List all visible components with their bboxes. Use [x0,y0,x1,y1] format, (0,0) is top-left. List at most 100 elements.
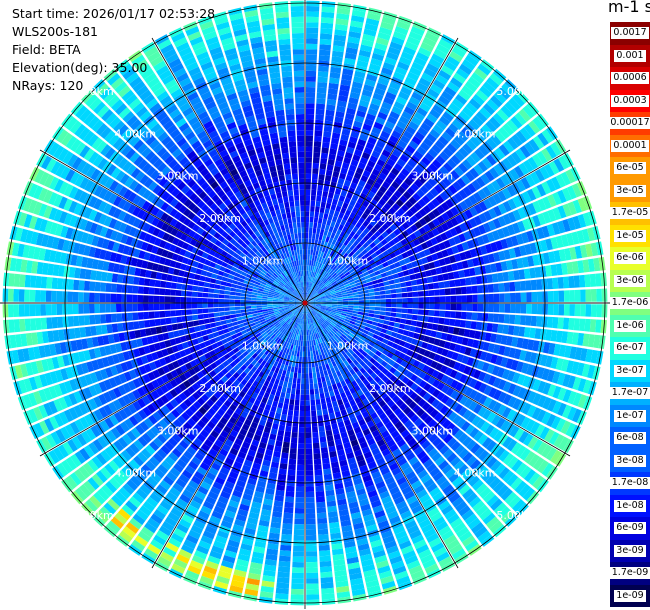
range-gate-cell [314,327,319,334]
range-gate-cell [299,356,302,363]
range-gate-cell [171,408,181,419]
range-gate-cell [146,336,154,345]
range-gate-cell [539,426,550,440]
range-gate-cell [316,404,322,411]
range-gate-cell [334,482,344,490]
range-gate-cell [520,303,527,314]
range-gate-cell [260,359,267,367]
range-gate-cell [582,212,592,227]
range-gate-cell [496,228,506,239]
range-gate-cell [539,166,550,180]
range-gate-cell [323,414,330,421]
range-gate-cell [126,430,137,442]
range-gate-cell [595,319,602,333]
range-gate-cell [417,126,429,137]
range-gate-cell [334,222,340,229]
range-gate-cell [272,348,278,355]
range-gate-cell [200,429,210,439]
range-gate-cell [506,473,519,487]
range-gate-cell [458,363,467,373]
range-gate-cell [233,357,241,365]
range-gate-cell [385,330,393,336]
range-gate-cell [204,525,217,535]
range-gate-cell [329,314,335,318]
range-gate-cell [464,209,474,219]
range-gate-cell [347,102,358,110]
range-gate-cell [337,299,343,302]
range-gate-cell [572,215,582,230]
range-gate-cell [252,462,261,470]
range-gate-cell [438,317,445,325]
range-gate-cell [427,201,436,211]
range-gate-cell [381,181,391,190]
range-gate-cell [302,319,305,325]
range-gate-cell [263,380,270,387]
range-gate-cell [389,336,396,343]
range-gate-cell [383,434,393,443]
range-gate-cell [255,322,262,328]
range-gate-cell [324,346,330,353]
range-gate-cell [568,275,575,289]
range-gate-cell [307,329,310,336]
range-gate-cell [270,461,279,469]
range-gate-cell [333,193,340,201]
range-gate-cell [316,501,326,508]
range-gate-cell [322,364,327,371]
range-gate-cell [364,208,372,216]
range-gate-cell [353,300,359,303]
range-gate-cell [302,308,304,314]
range-gate-cell [249,409,257,417]
range-gate-cell [393,322,400,328]
range-gate-cell [284,376,289,383]
range-gate-cell [401,221,410,230]
range-gate-cell [490,95,503,108]
range-gate-cell [312,168,319,175]
range-gate-cell [328,82,339,90]
range-gate-cell [305,108,315,115]
range-gate-cell [224,438,234,448]
range-gate-cell [396,308,403,313]
range-gate-cell [390,194,399,203]
range-gate-cell [340,326,346,332]
range-gate-cell [569,289,575,302]
range-gate-cell [335,268,341,274]
range-gate-cell [421,257,429,265]
range-gate-cell [334,359,340,366]
range-gate-cell [24,318,31,332]
range-gate-cell [439,115,451,127]
range-gate-cell [379,106,390,116]
range-gate-cell [306,276,308,282]
range-gate-cell [437,274,444,282]
range-gate-cell [104,417,115,429]
range-gate-cell [518,108,531,122]
range-gate-cell [262,459,271,467]
range-gate-cell [376,357,384,364]
range-gate-cell [498,144,510,157]
range-gate-cell [330,311,336,315]
range-gate-cell [430,511,443,523]
range-gate-cell [294,303,300,305]
range-gate-cell [431,227,440,237]
range-gate-cell [179,402,189,411]
range-gate-cell [336,591,351,599]
range-gate-cell [156,350,164,359]
range-gate-cell [312,437,320,444]
range-gate-cell [247,477,257,486]
range-gate-cell [378,570,393,580]
range-gate-cell [130,475,142,487]
range-gate-cell [259,329,266,335]
range-gate-cell [290,315,295,320]
range-gate-cell [400,393,409,402]
range-gate-cell [305,259,308,266]
range-gate-cell [450,169,460,181]
range-gate-cell [389,382,397,391]
range-gate-cell [262,309,268,312]
range-gate-cell [524,351,532,363]
range-gate-cell [339,514,351,522]
range-gate-cell [393,190,403,199]
range-gate-cell [282,329,288,335]
range-gate-cell [299,416,305,422]
range-gate-cell [348,31,362,39]
range-gate-cell [428,289,435,296]
range-gate-cell [534,424,546,438]
